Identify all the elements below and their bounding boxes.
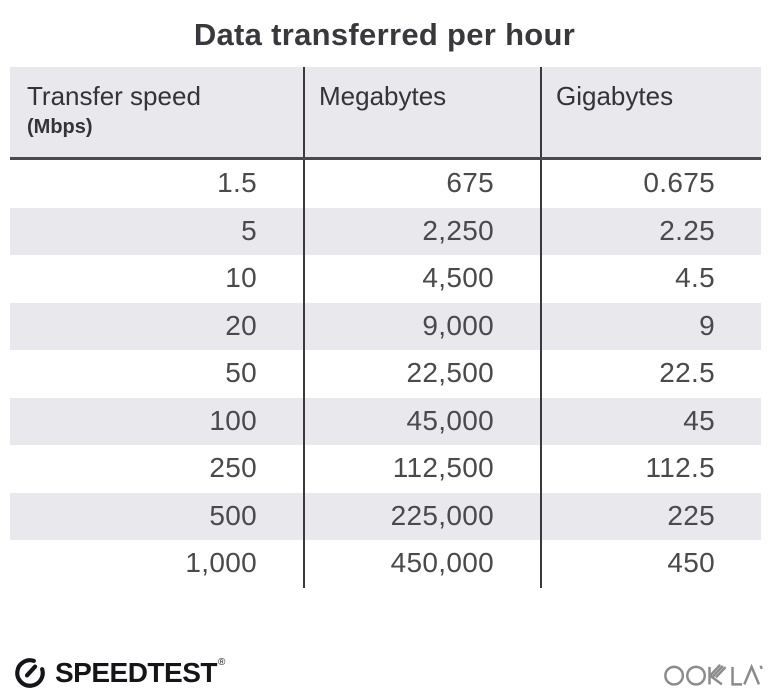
table-body: 1.5 675 0.675 5 2,250 2.25 10 4,500 4.5 … — [10, 160, 761, 588]
table-row: 250 112,500 112.5 — [10, 445, 761, 493]
table-row: 20 9,000 9 — [10, 302, 761, 350]
cell-transfer-speed: 50 — [225, 357, 257, 388]
cell-megabytes: 225,000 — [303, 492, 540, 540]
cell-gigabytes: 4.5 — [540, 255, 761, 303]
table-row: 100 45,000 45 — [10, 397, 761, 445]
cell-transfer-speed: 10 — [225, 262, 257, 293]
footer: SPEEDTEST ® — [0, 648, 769, 698]
cell-gigabytes: 2.25 — [540, 207, 761, 255]
cell-megabytes: 112,500 — [303, 445, 540, 493]
table-row: 500 225,000 225 — [10, 492, 761, 540]
column-header-label: Transfer speed — [27, 81, 201, 111]
cell-gigabytes: 9 — [540, 302, 761, 350]
cell-gigabytes: 45 — [540, 397, 761, 445]
cell-gigabytes: 112.5 — [540, 445, 761, 493]
speedtest-gauge-icon — [15, 658, 45, 688]
cell-transfer-speed: 250 — [209, 452, 257, 483]
speedtest-wordmark: SPEEDTEST — [55, 657, 217, 688]
column-header-sublabel: (Mbps) — [27, 116, 93, 138]
table-row: 5 2,250 2.25 — [10, 207, 761, 255]
cell-transfer-speed: 5 — [241, 214, 257, 246]
ookla-logo — [664, 663, 763, 686]
cell-gigabytes: 22.5 — [540, 350, 761, 398]
cell-megabytes: 22,500 — [303, 350, 540, 398]
column-header-megabytes: Megabytes — [303, 67, 540, 157]
cell-gigabytes: 450 — [540, 540, 761, 588]
column-header-label: Megabytes — [319, 81, 447, 111]
cell-transfer-speed: 100 — [209, 404, 257, 436]
cell-megabytes: 4,500 — [303, 255, 540, 303]
cell-megabytes: 675 — [303, 160, 540, 208]
cell-transfer-speed: 1,000 — [185, 547, 257, 578]
table-row: 10 4,500 4.5 — [10, 255, 761, 303]
cell-megabytes: 45,000 — [303, 397, 540, 445]
cell-gigabytes: 0.675 — [540, 160, 761, 208]
registered-trademark-icon: ® — [217, 656, 226, 668]
table-row: 1,000 450,000 450 — [10, 540, 761, 588]
table-row: 1.5 675 0.675 — [10, 160, 761, 208]
table-row: 50 22,500 22.5 — [10, 350, 761, 398]
speedtest-logo: SPEEDTEST ® — [13, 656, 225, 690]
cell-megabytes: 2,250 — [303, 207, 540, 255]
column-header-gigabytes: Gigabytes — [540, 67, 761, 157]
data-table: Transfer speed (Mbps) Megabytes Gigabyte… — [10, 67, 761, 588]
cell-transfer-speed: 500 — [209, 499, 257, 531]
cell-gigabytes: 225 — [540, 492, 761, 540]
cell-megabytes: 9,000 — [303, 302, 540, 350]
column-header-label: Gigabytes — [556, 81, 674, 111]
cell-megabytes: 450,000 — [303, 540, 540, 588]
cell-transfer-speed: 1.5 — [217, 167, 257, 198]
page-title: Data transferred per hour — [193, 17, 576, 52]
cell-transfer-speed: 20 — [225, 309, 257, 341]
column-header-transfer-speed: Transfer speed (Mbps) — [10, 67, 303, 157]
table-header-row: Transfer speed (Mbps) Megabytes Gigabyte… — [10, 67, 761, 160]
